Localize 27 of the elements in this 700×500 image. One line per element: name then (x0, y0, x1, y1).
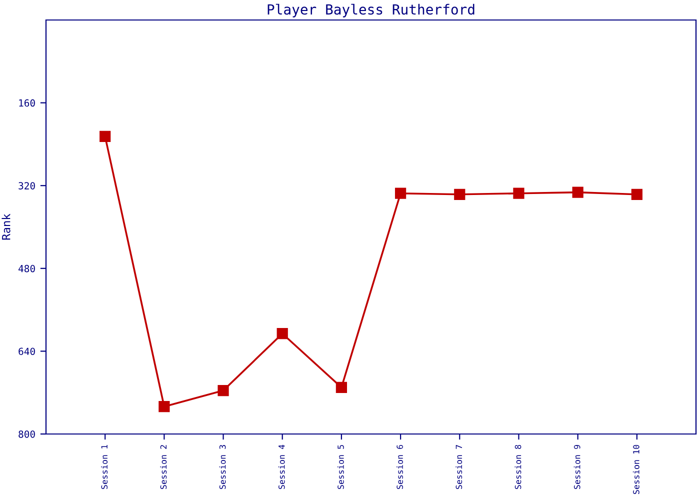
point (336, 382, 348, 393)
x-tick-label: Session 5 (337, 445, 344, 490)
point (158, 401, 170, 412)
x-tick-label: Session 10 (632, 444, 640, 494)
point (276, 328, 288, 340)
point (100, 130, 111, 142)
point (394, 188, 406, 199)
x-tick-label: Session 6 (396, 444, 403, 490)
point (218, 384, 229, 396)
x-tick-label: Session 8 (514, 444, 522, 490)
x-tick-label: Session 2 (160, 445, 167, 490)
point (513, 188, 524, 199)
x-tick-label: Session 1 (101, 444, 108, 490)
point (631, 188, 642, 200)
x-tick-label: Session 9 (574, 444, 580, 490)
y-tick-label: 320 (18, 182, 35, 190)
y-tick-label: 160 (19, 99, 35, 107)
y-axis-title: Rank (2, 214, 10, 240)
x-tick-label: Session 3 (219, 445, 226, 490)
y-tick-label: 800 (18, 430, 35, 438)
point (454, 188, 466, 200)
x-tick-label: Session 4 (278, 444, 285, 490)
chart-title: Player Bayless Rutherford (268, 4, 474, 18)
point (572, 186, 584, 198)
y-tick-label: 480 (18, 264, 35, 272)
x-tick-label: Session 7 (456, 445, 462, 490)
y-tick-label: 640 (18, 348, 35, 356)
